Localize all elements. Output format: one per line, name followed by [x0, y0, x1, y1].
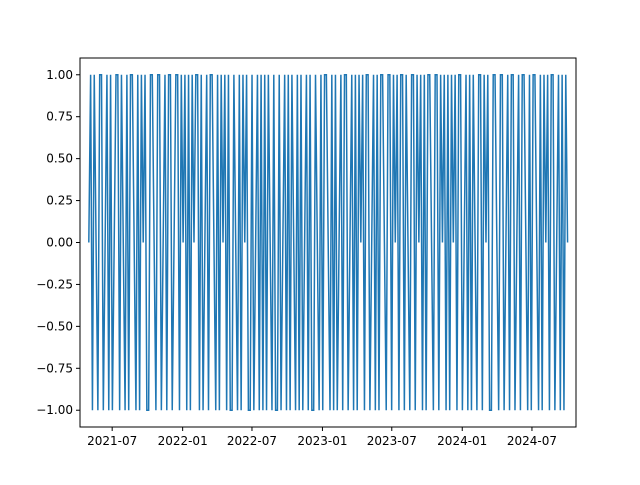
series-line-0 — [88, 74, 569, 411]
y-tick-label: 1.00 — [46, 68, 73, 82]
x-tick-label: 2022-01 — [158, 434, 208, 448]
x-tick-label: 2024-01 — [437, 434, 487, 448]
y-tick-label: 0.00 — [46, 236, 73, 250]
y-tick-label: −1.00 — [36, 403, 73, 417]
x-tick-label: 2022-07 — [227, 434, 277, 448]
x-tick-label: 2023-01 — [297, 434, 347, 448]
y-tick-label: 0.75 — [46, 110, 73, 124]
x-tick-label: 2023-07 — [367, 434, 417, 448]
y-tick-label: −0.75 — [36, 361, 73, 375]
x-tick-label: 2021-07 — [87, 434, 137, 448]
y-tick-label: −0.25 — [36, 277, 73, 291]
x-axis: 2021-07 2022-01 2022-07 2023-01 2023-07 2024-… — [87, 427, 557, 448]
y-tick-label: −0.50 — [36, 319, 73, 333]
axes-frame — [79, 57, 577, 428]
plot-area — [88, 74, 569, 411]
y-tick-label: 0.50 — [46, 152, 73, 166]
x-tick-label: 2024-07 — [507, 434, 557, 448]
y-axis: 1.00 0.75 0.50 0.25 0.00 −0.25 −0.50 −0.75 −1.00 — [36, 68, 80, 417]
y-tick-label: 0.25 — [46, 194, 73, 208]
